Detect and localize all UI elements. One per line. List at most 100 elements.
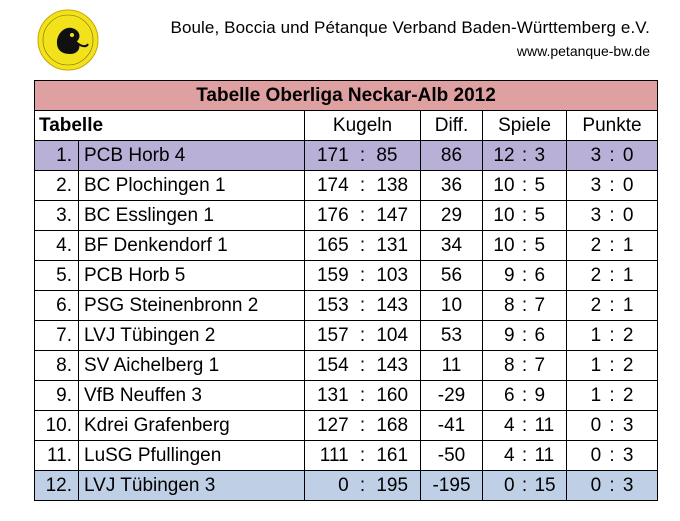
separator: : (521, 384, 528, 406)
team-cell: LVJ Tübingen 3 (78, 470, 305, 501)
rank-cell: 5. (34, 260, 79, 291)
separator: : (521, 324, 528, 346)
punkte-cell: 2:1 (566, 230, 658, 261)
separator: : (359, 264, 366, 286)
table-row: 3. BC Esslingen 1 176:147 29 10:5 3:0 (34, 200, 658, 231)
spiele-cell: 0:15 (482, 470, 567, 501)
spiele-lost: 11 (534, 414, 555, 436)
spiele-lost: 15 (534, 474, 556, 496)
diff-cell: 10 (420, 290, 483, 321)
kugeln-for: 171 (316, 144, 349, 166)
team-cell: Kdrei Grafenberg (78, 410, 305, 441)
separator: : (521, 174, 528, 196)
punkte-for: 1 (590, 384, 602, 406)
team-cell: PCB Horb 4 (78, 140, 305, 171)
punkte-cell: 0:3 (566, 440, 658, 471)
punkte-against: 1 (622, 294, 634, 316)
punkte-cell: 0:3 (566, 410, 658, 441)
rank-cell: 8. (34, 350, 79, 381)
punkte-cell: 3:0 (566, 170, 658, 201)
spiele-lost: 5 (534, 204, 546, 226)
kugeln-for: 127 (316, 414, 349, 436)
kugeln-against: 168 (376, 414, 409, 436)
punkte-for: 3 (590, 144, 602, 166)
table-title-row: Tabelle Oberliga Neckar-Alb 2012 (34, 80, 658, 111)
spiele-lost: 7 (534, 354, 546, 376)
separator: : (359, 204, 366, 226)
separator: : (521, 204, 528, 226)
table-row: 12. LVJ Tübingen 3 0:195 -195 0:15 0:3 (34, 470, 658, 501)
header-tabelle: Tabelle (34, 110, 305, 141)
separator: : (609, 234, 615, 256)
separator: : (609, 324, 615, 346)
kugeln-cell: 111:161 (304, 440, 421, 471)
kugeln-cell: 154:143 (304, 350, 421, 381)
federation-logo-icon (37, 9, 99, 71)
punkte-against: 3 (622, 444, 634, 466)
separator: : (359, 444, 366, 466)
spiele-cell: 4:11 (482, 440, 567, 471)
rank-cell: 12. (34, 470, 79, 501)
website-url[interactable]: www.petanque-bw.de (516, 43, 650, 59)
punkte-against: 0 (622, 174, 634, 196)
kugeln-against: 104 (376, 324, 409, 346)
spiele-cell: 10:5 (482, 230, 567, 261)
table-row: 11. LuSG Pfullingen 111:161 -50 4:11 0:3 (34, 440, 658, 471)
rank-cell: 4. (34, 230, 79, 261)
spiele-lost: 5 (534, 174, 546, 196)
spiele-won: 0 (503, 474, 515, 496)
separator: : (359, 174, 366, 196)
separator: : (359, 474, 366, 496)
kugeln-cell: 159:103 (304, 260, 421, 291)
table-row: 6. PSG Steinenbronn 2 153:143 10 8:7 2:1 (34, 290, 658, 321)
diff-cell: -50 (420, 440, 483, 471)
separator: : (359, 414, 366, 436)
kugeln-against: 161 (376, 444, 409, 466)
punkte-cell: 2:1 (566, 260, 658, 291)
header-spiele: Spiele (482, 110, 567, 141)
spiele-won: 4 (503, 414, 515, 436)
team-cell: PSG Steinenbronn 2 (78, 290, 305, 321)
punkte-cell: 1:2 (566, 380, 658, 411)
spiele-lost: 6 (534, 264, 546, 286)
punkte-for: 3 (590, 174, 602, 196)
kugeln-cell: 153:143 (304, 290, 421, 321)
separator: : (609, 204, 615, 226)
team-cell: BF Denkendorf 1 (78, 230, 305, 261)
header-punkte: Punkte (566, 110, 658, 141)
separator: : (521, 144, 528, 166)
spiele-cell: 8:7 (482, 350, 567, 381)
kugeln-against: 195 (376, 474, 409, 496)
separator: : (609, 354, 615, 376)
spiele-cell: 9:6 (482, 260, 567, 291)
punkte-for: 2 (590, 294, 602, 316)
punkte-for: 1 (590, 354, 602, 376)
spiele-lost: 5 (534, 234, 546, 256)
league-table: Tabelle Oberliga Neckar-Alb 2012 Tabelle… (34, 80, 658, 501)
kugeln-cell: 174:138 (304, 170, 421, 201)
separator: : (521, 294, 528, 316)
punkte-for: 2 (590, 264, 602, 286)
rank-cell: 11. (34, 440, 79, 471)
separator: : (359, 384, 366, 406)
separator: : (609, 474, 615, 496)
spiele-cell: 6:9 (482, 380, 567, 411)
kugeln-for: 176 (316, 204, 349, 226)
separator: : (359, 234, 366, 256)
separator: : (359, 324, 366, 346)
punkte-against: 2 (622, 354, 634, 376)
rank-cell: 3. (34, 200, 79, 231)
spiele-cell: 12:3 (482, 140, 567, 171)
spiele-cell: 10:5 (482, 170, 567, 201)
punkte-against: 2 (622, 384, 634, 406)
diff-cell: 86 (420, 140, 483, 171)
rank-cell: 2. (34, 170, 79, 201)
punkte-against: 0 (622, 204, 634, 226)
punkte-against: 1 (622, 234, 634, 256)
punkte-against: 3 (622, 474, 634, 496)
organization-name: Boule, Boccia und Pétanque Verband Baden… (170, 18, 650, 37)
kugeln-cell: 131:160 (304, 380, 421, 411)
punkte-cell: 0:3 (566, 470, 658, 501)
separator: : (521, 414, 528, 436)
punkte-for: 2 (590, 234, 602, 256)
